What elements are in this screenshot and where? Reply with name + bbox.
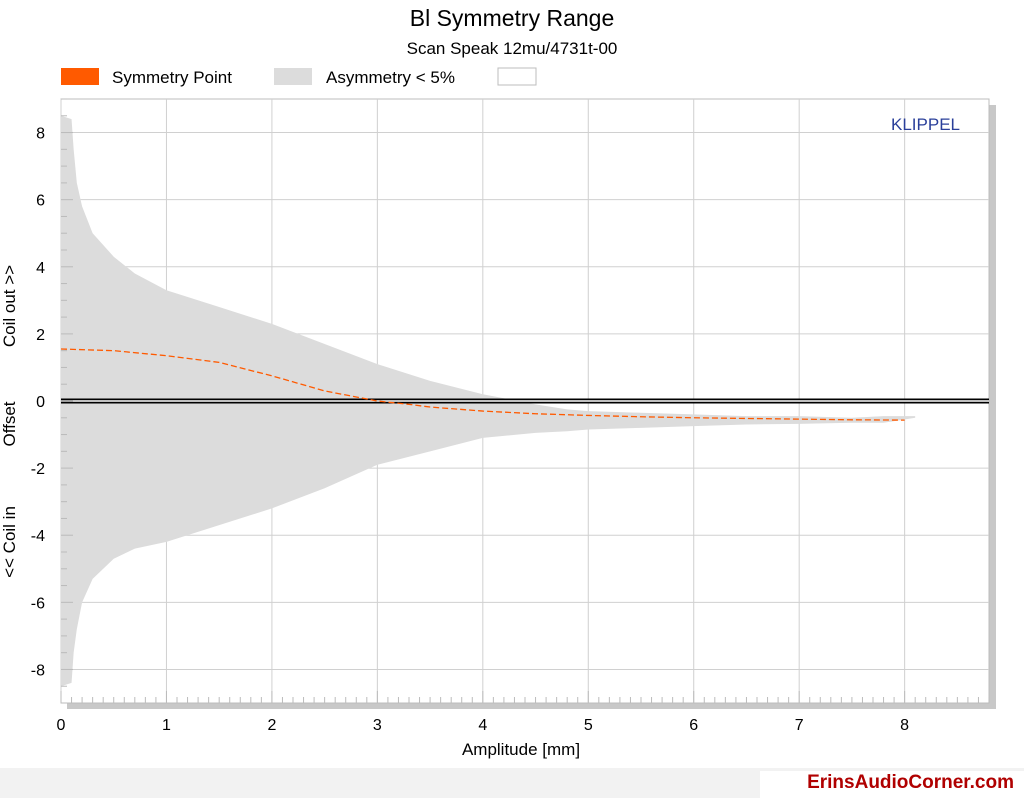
chart-title: Bl Symmetry Range (410, 5, 615, 31)
x-tick-label: 4 (478, 717, 487, 734)
x-tick-labels: 0 1 2 3 4 5 6 7 8 (57, 717, 910, 734)
y-tick-label: -6 (31, 595, 45, 612)
y-tick-labels: -8 -6 -4 -2 0 2 4 6 8 (31, 126, 45, 680)
y-tick-label: 2 (36, 327, 45, 344)
y-tick-label: 0 (36, 394, 45, 411)
x-tick-label: 3 (373, 717, 382, 734)
y-tick-label: -2 (31, 461, 45, 478)
chart-subtitle: Scan Speak 12mu/4731t-00 (407, 39, 618, 58)
legend: Symmetry Point Asymmetry < 5% (61, 67, 537, 87)
legend-swatch-symmetry-point (61, 68, 99, 85)
x-tick-label: 5 (584, 717, 593, 734)
x-tick-label: 8 (900, 717, 909, 734)
x-tick-label: 1 (162, 717, 171, 734)
klippel-watermark: KLIPPEL (891, 115, 960, 134)
legend-swatch-asymmetry (274, 68, 312, 85)
plot-shadow (989, 105, 996, 709)
legend-swatch-empty (497, 67, 537, 86)
x-tick-label: 6 (689, 717, 698, 734)
legend-label-symmetry-point: Symmetry Point (112, 68, 232, 87)
y-axis-label-offset: Offset (0, 401, 19, 446)
x-tick-label: 0 (57, 717, 66, 734)
symmetry-point-series (61, 348, 905, 421)
y-tick-label: -8 (31, 662, 45, 679)
legend-label-asymmetry: Asymmetry < 5% (326, 68, 455, 87)
x-axis-label: Amplitude [mm] (462, 740, 580, 759)
y-tick-label: 4 (36, 260, 45, 277)
minor-ticks (60, 98, 990, 704)
symmetry-point-line (61, 348, 905, 421)
y-tick-label: 6 (36, 193, 45, 210)
bl-symmetry-chart: 0 1 2 3 4 5 6 7 8 -8 -6 -4 -2 0 2 4 6 8 Bl Symmetry Rang… (0, 5, 996, 759)
y-axis-label-coil-out: Coil out >> (0, 265, 19, 347)
site-watermark: ErinsAudioCorner.com (807, 772, 1014, 793)
y-axis-label-coil-in: << Coil in (0, 506, 19, 578)
y-tick-label: -4 (31, 528, 45, 545)
footer-box (760, 771, 1024, 798)
plot-shadow-bottom (67, 703, 996, 709)
y-tick-label: 8 (36, 126, 45, 143)
x-tick-label: 7 (795, 717, 804, 734)
x-tick-label: 2 (267, 717, 276, 734)
